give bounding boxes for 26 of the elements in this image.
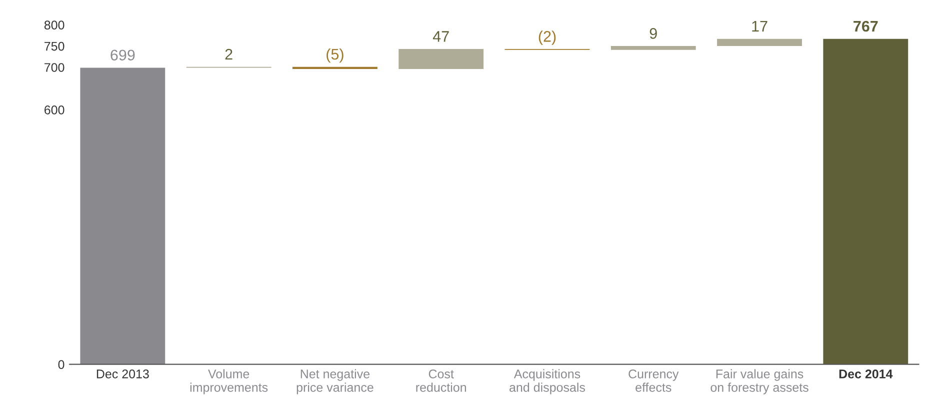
data-label: (5) [326,48,344,63]
y-tick-label: 700 [44,63,64,72]
data-label: (2) [538,30,556,45]
y-tick-label: 600 [44,106,64,114]
x-tick-label: Dec 2013 [96,370,149,378]
x-tick-label: Fair value gains on forestry assets [710,369,808,394]
bar [823,38,908,364]
data-label: 9 [650,28,657,39]
data-label: 2 [225,48,232,60]
data-label: 17 [752,20,768,32]
bar [717,38,802,46]
x-tick-label: Acquisitions and disposals [510,369,585,394]
x-tick-label: Net negative price variance [296,369,374,394]
x-tick-label: Cost reduction [416,370,466,392]
bar [610,46,696,50]
y-tick-label: 750 [44,42,64,51]
y-tick-label: 0 [58,360,64,369]
x-tick-label: Currency effects [628,370,679,392]
data-label: 47 [432,31,449,42]
bar [398,49,484,69]
data-label: 767 [854,20,878,32]
data-label: 699 [110,50,135,61]
x-tick-label: Dec 2014 [839,370,893,378]
bar [80,68,166,364]
x-tick-label: Volume improvements [190,369,268,394]
y-tick-label: 800 [44,20,64,30]
